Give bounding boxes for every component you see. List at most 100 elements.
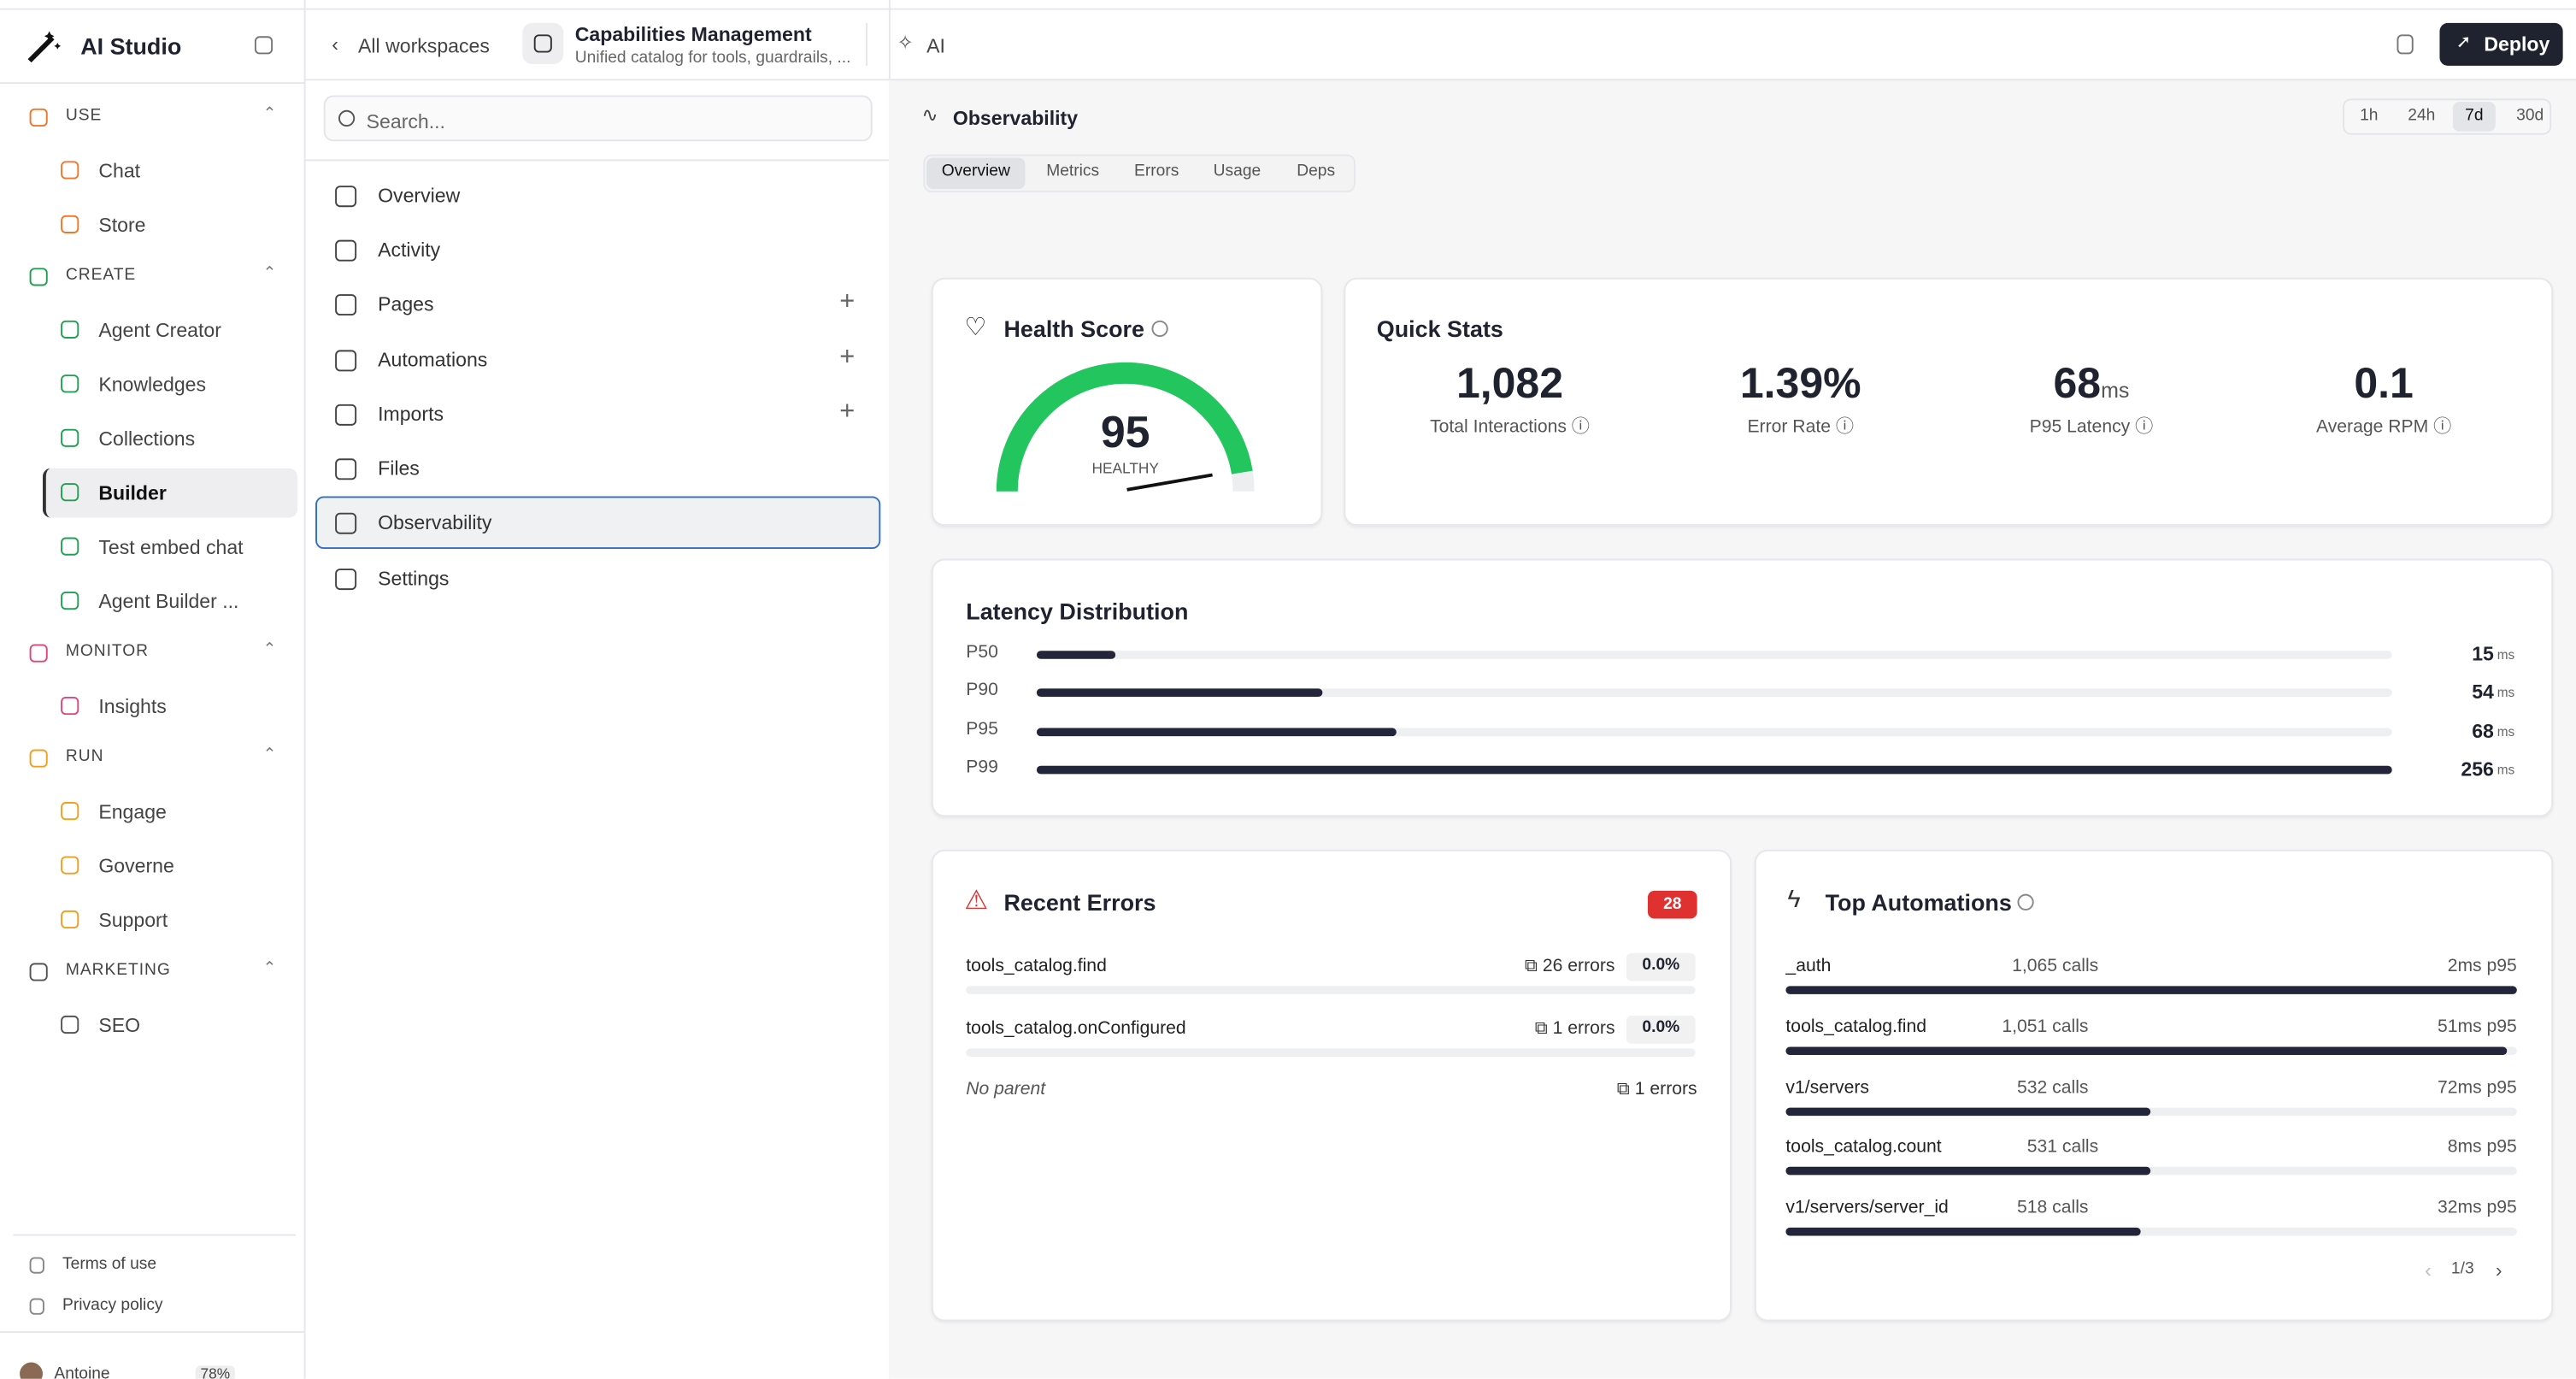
sidebar-item[interactable]: Insights	[98, 695, 167, 719]
section-icon	[29, 749, 48, 768]
automation-track	[1785, 1227, 2517, 1236]
sidebar-item[interactable]: Support	[98, 908, 168, 932]
sidebar-item[interactable]: Agent Creator	[98, 318, 221, 342]
add-button[interactable]: +	[839, 398, 856, 426]
footer-link[interactable]: Terms of use	[62, 1255, 157, 1274]
nav-item[interactable]: Activity	[378, 238, 441, 262]
app-name: AI Studio	[80, 32, 182, 60]
automations-card	[1754, 849, 2554, 1322]
add-button[interactable]: +	[839, 287, 856, 316]
section-icon	[29, 644, 48, 663]
errors-badge: 28	[1647, 890, 1697, 919]
page-indicator: 1/3	[2450, 1260, 2474, 1279]
range-option[interactable]: 30d	[2516, 106, 2544, 126]
doc-icon[interactable]	[2397, 34, 2414, 55]
error-name: No parent	[966, 1079, 1046, 1099]
collapse-button[interactable]	[254, 36, 273, 55]
rate-box	[1626, 1015, 1696, 1044]
tab[interactable]: Usage	[1213, 162, 1262, 181]
nav-item[interactable]: Settings	[378, 567, 450, 591]
stat-label: Average RPM ⓘ	[2315, 417, 2452, 438]
chevron[interactable]: ⌃	[262, 264, 277, 283]
automation-p95: 8ms p95	[2447, 1137, 2517, 1158]
health-score: 95	[1100, 407, 1150, 457]
health-status: HEALTHY	[1091, 460, 1159, 477]
ai-tab[interactable]: AI	[926, 34, 945, 58]
section-icon	[29, 963, 48, 981]
tab[interactable]: Deps	[1297, 162, 1336, 181]
rate-box	[1626, 952, 1696, 981]
automation-bar	[1785, 1166, 2150, 1176]
chevron[interactable]: ⌃	[262, 959, 277, 978]
search-box[interactable]	[323, 95, 873, 142]
sidebar-item[interactable]: Agent Builder ...	[98, 590, 239, 613]
ai-icon: ✧	[897, 31, 914, 55]
latency-unit: ms	[2497, 685, 2515, 700]
sidebar-item[interactable]: Store	[98, 213, 146, 237]
nav-item[interactable]: Imports	[378, 402, 444, 426]
selected-bg	[42, 468, 297, 518]
nav-item[interactable]: Files	[378, 457, 420, 480]
quick-stats-title: Quick Stats	[1376, 315, 1503, 342]
error-rate: 0.0%	[1642, 1018, 1680, 1037]
sidebar-item[interactable]: Engage	[98, 800, 167, 824]
automation-bar	[1785, 986, 2517, 994]
error-count: ⧉ 26 errors	[1524, 956, 1615, 976]
nav-icon	[335, 294, 357, 316]
item-icon	[61, 910, 79, 929]
sidebar-item[interactable]: Builder	[98, 481, 167, 505]
stat-value-wrap: 1,082	[1345, 358, 1673, 410]
section-title[interactable]: MONITOR	[65, 642, 150, 661]
sidebar-item[interactable]: Collections	[98, 427, 196, 451]
sidebar-item[interactable]: SEO	[98, 1013, 141, 1037]
sidebar-item[interactable]: Test embed chat	[98, 535, 244, 559]
chevron[interactable]: ⌃	[262, 745, 277, 764]
nav-item[interactable]: Automations	[378, 348, 488, 372]
section-title[interactable]: RUN	[65, 747, 104, 766]
sidebar-border	[0, 82, 306, 85]
footer-link[interactable]: Privacy policy	[62, 1296, 163, 1315]
errors-card	[931, 849, 1732, 1322]
range-option[interactable]: 1h	[2360, 106, 2379, 126]
automation-p95: 2ms p95	[2447, 956, 2517, 976]
deploy-button[interactable]	[2439, 22, 2563, 66]
deploy-label[interactable]: Deploy	[2484, 32, 2550, 56]
automation-name: v1/servers	[1785, 1077, 1869, 1099]
automation-bar	[1785, 1227, 2142, 1236]
tab[interactable]: Overview	[941, 162, 1010, 181]
tab[interactable]: Metrics	[1046, 162, 1100, 181]
warn-icon: ⚠	[964, 887, 988, 916]
search-placeholder[interactable]: Search...	[366, 109, 445, 133]
nav-item[interactable]: Pages	[378, 292, 434, 316]
section-title[interactable]: MARKETING	[65, 961, 171, 980]
stat-value: 1,082	[1456, 358, 1564, 408]
latency-unit: ms	[2497, 724, 2515, 740]
automations-title: Top Automations	[1825, 888, 2012, 916]
back[interactable]: ‹	[332, 32, 338, 56]
range-option[interactable]: 7d	[2465, 106, 2484, 126]
section-title[interactable]: USE	[65, 106, 103, 126]
latency-track	[1036, 728, 2392, 737]
section-title[interactable]: CREATE	[65, 266, 137, 285]
sidebar-item[interactable]: Chat	[98, 159, 141, 183]
usage: 78%	[195, 1365, 235, 1379]
chevron[interactable]: ⌃	[262, 640, 277, 659]
info	[1151, 320, 1168, 338]
nav-item[interactable]: Observability	[378, 510, 492, 534]
user-name[interactable]: Antoine	[54, 1365, 110, 1379]
back-link[interactable]: All workspaces	[358, 34, 490, 58]
sidebar-item[interactable]: Knowledges	[98, 373, 207, 397]
divider	[865, 22, 867, 66]
nav-item[interactable]: Overview	[378, 184, 461, 208]
prev-page[interactable]: ‹	[2425, 1258, 2432, 1282]
add-button[interactable]: +	[839, 343, 856, 372]
sidebar-item[interactable]: Governe	[98, 854, 174, 878]
nav-icon	[335, 512, 357, 534]
latency-title: Latency Distribution	[966, 598, 1189, 625]
next-page[interactable]: ›	[2495, 1258, 2502, 1282]
range-option[interactable]: 24h	[2408, 106, 2436, 126]
automation-track	[1785, 1166, 2517, 1176]
tab[interactable]: Errors	[1134, 162, 1179, 181]
chevron[interactable]: ⌃	[262, 105, 277, 124]
